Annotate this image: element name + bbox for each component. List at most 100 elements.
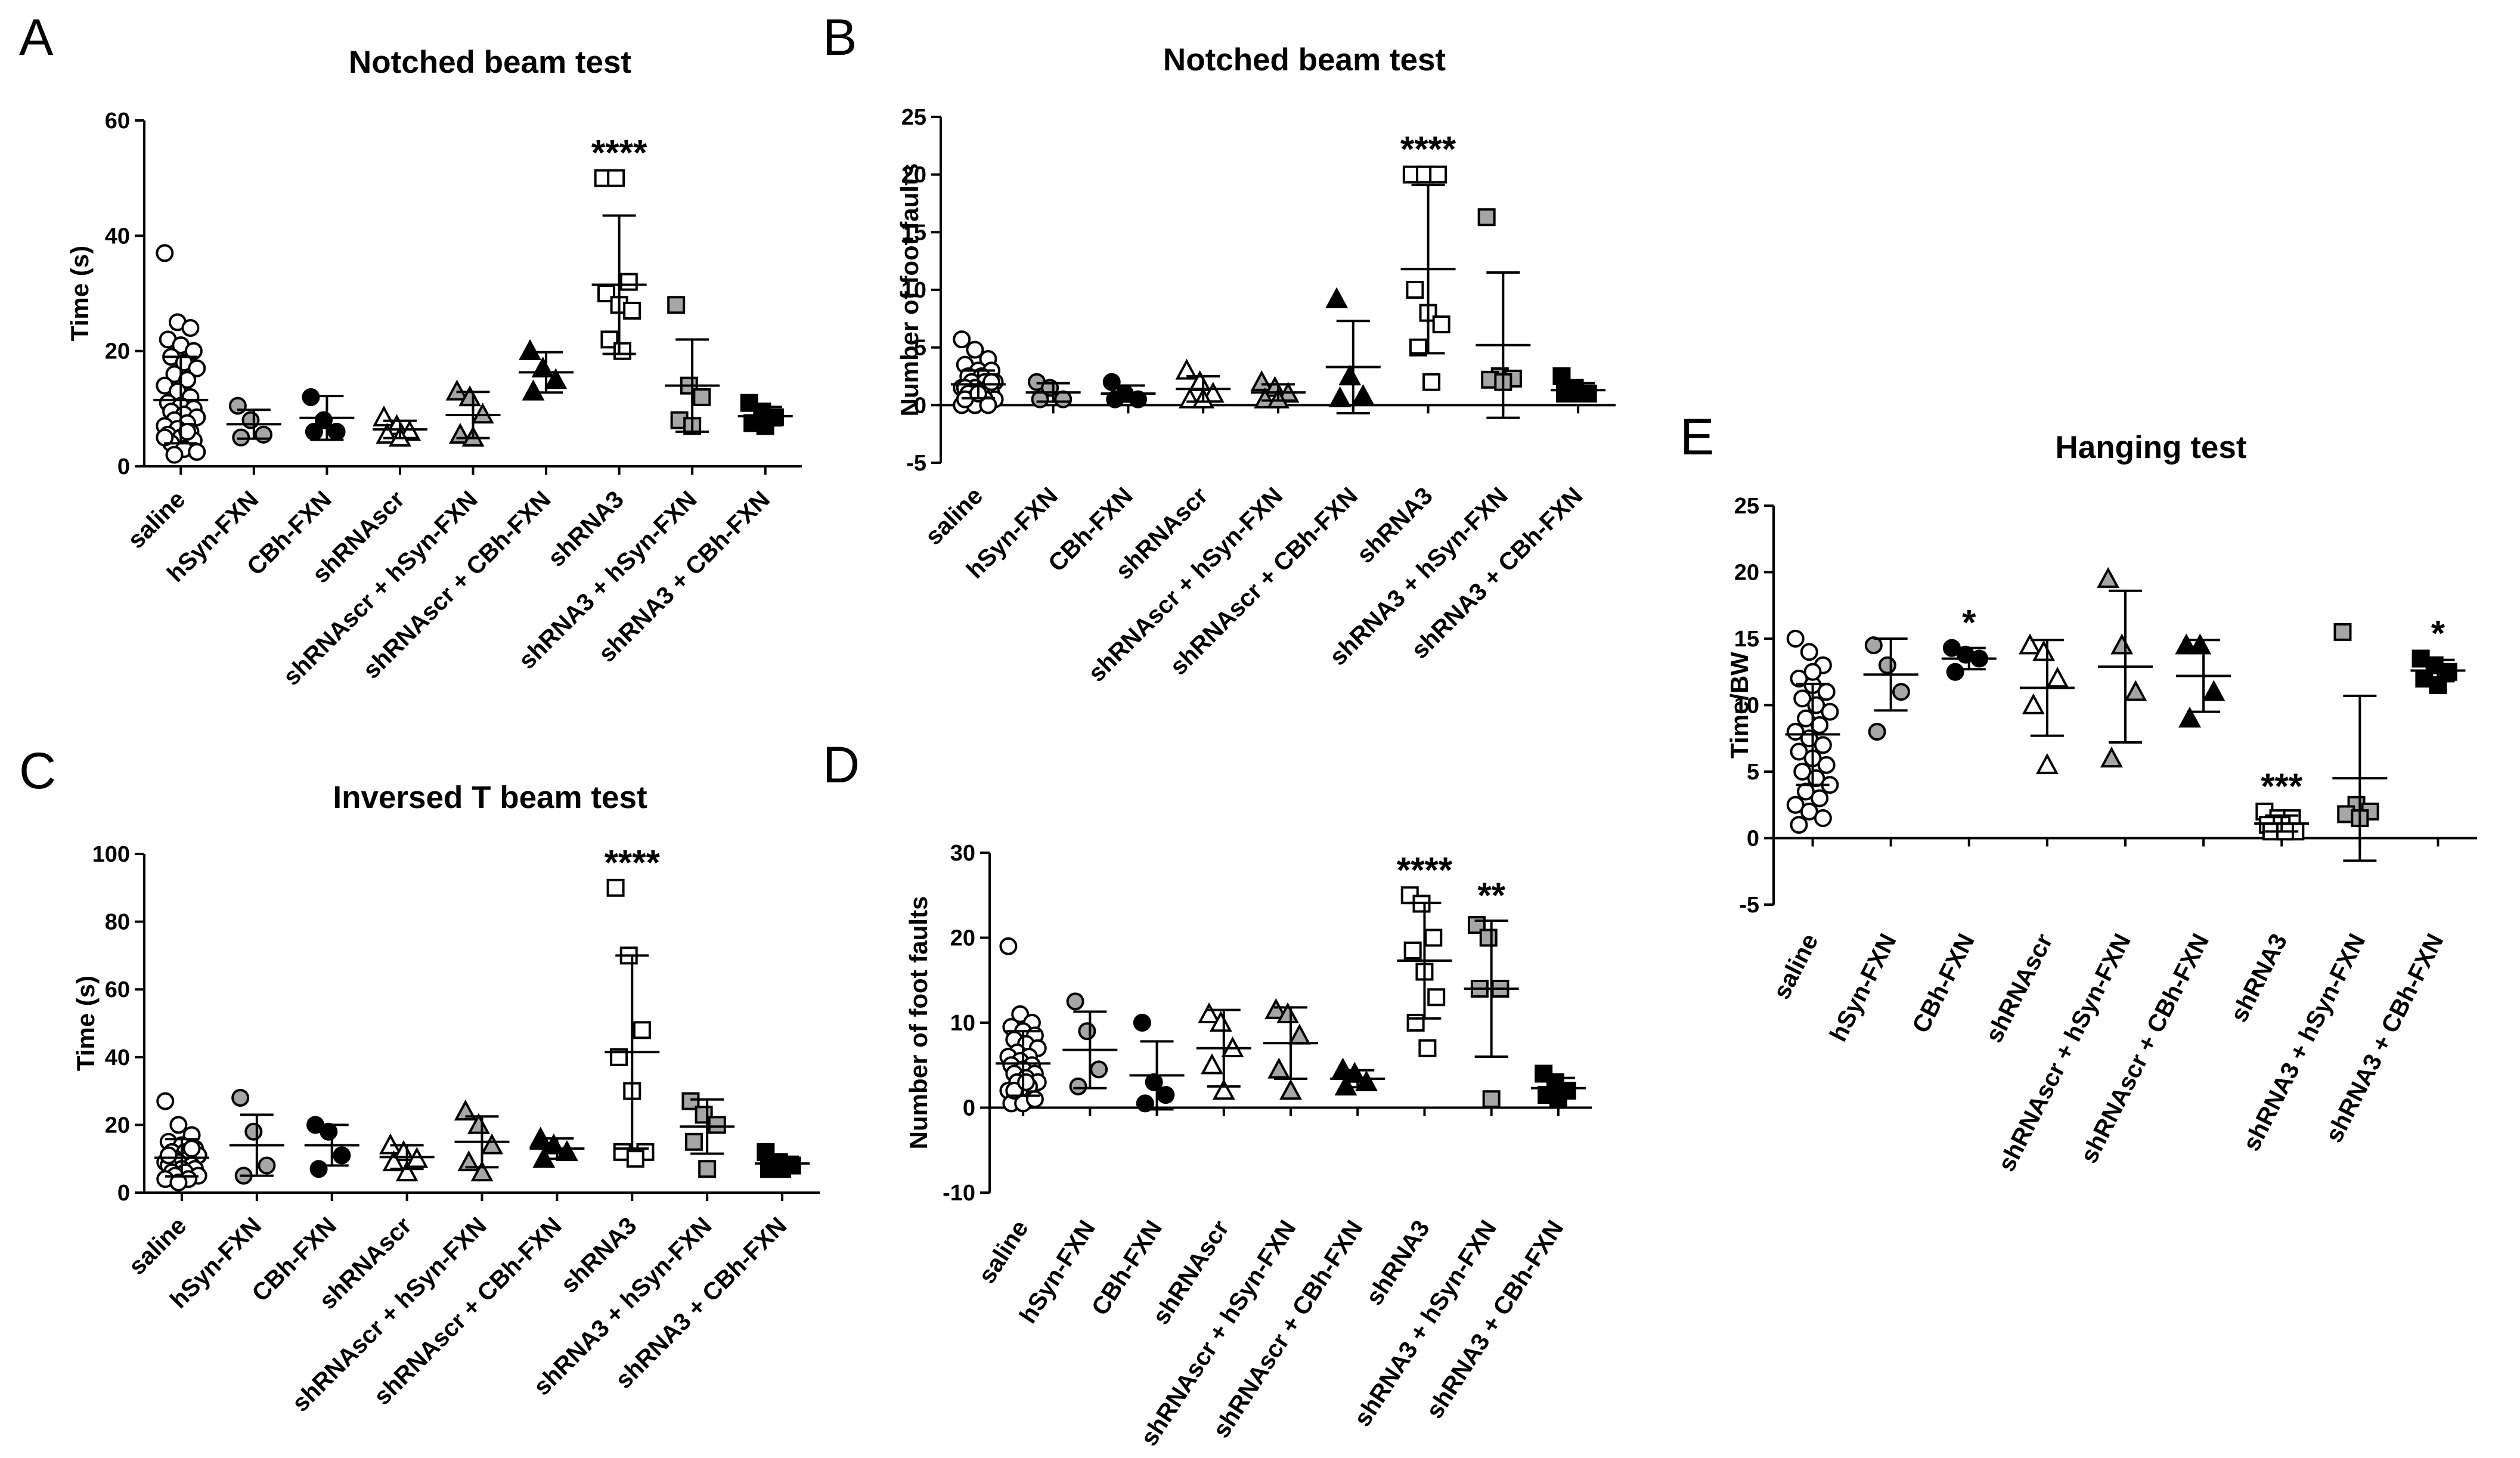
data-point bbox=[1031, 390, 1049, 408]
data-point bbox=[1868, 723, 1886, 741]
significance-label: * bbox=[2431, 613, 2445, 653]
data-point bbox=[1069, 1077, 1087, 1095]
group-cbh-fxn bbox=[1129, 1014, 1185, 1113]
data-point bbox=[1482, 1090, 1501, 1109]
group-hsyn-fxn bbox=[1025, 373, 1081, 408]
data-point bbox=[156, 1092, 175, 1110]
data-point bbox=[1811, 789, 1829, 807]
data-point bbox=[1406, 281, 1424, 299]
panel-letter: A bbox=[19, 9, 54, 66]
data-point bbox=[1331, 1057, 1354, 1079]
data-point bbox=[1198, 1002, 1221, 1024]
category-label: saline bbox=[123, 1212, 192, 1280]
data-point bbox=[1786, 795, 1805, 814]
data-point bbox=[178, 371, 197, 389]
y-tick-label: 100 bbox=[92, 842, 130, 867]
group-shrna3: **** bbox=[1397, 850, 1453, 1057]
data-point bbox=[1479, 928, 1498, 947]
data-point bbox=[1267, 1057, 1291, 1079]
y-axis-label: Time (s) bbox=[72, 976, 100, 1071]
data-point bbox=[1343, 1061, 1366, 1083]
y-tick-label: 10 bbox=[1734, 694, 1759, 719]
data-point bbox=[327, 423, 346, 441]
group-saline bbox=[1785, 630, 1840, 834]
category-label: saline bbox=[122, 485, 191, 554]
group-shrnascr-cbh-fxn bbox=[529, 1126, 585, 1168]
data-point bbox=[1793, 763, 1812, 781]
y-tick-label: -10 bbox=[943, 1181, 975, 1206]
data-point bbox=[1786, 723, 1805, 741]
data-point bbox=[454, 1099, 477, 1120]
data-point bbox=[1864, 636, 1883, 655]
y-tick-label: 15 bbox=[1734, 627, 1759, 652]
data-point bbox=[2100, 746, 2123, 767]
data-point bbox=[1078, 1022, 1096, 1041]
data-point bbox=[457, 1150, 481, 1172]
y-tick-label: 30 bbox=[950, 841, 975, 866]
y-tick-label: 20 bbox=[105, 1113, 130, 1138]
group-shrnascr bbox=[1196, 1002, 1251, 1100]
y-axis-label: Number of foot faults bbox=[895, 163, 923, 417]
data-point bbox=[1017, 1073, 1036, 1091]
data-point bbox=[607, 169, 625, 187]
data-point bbox=[2046, 667, 2069, 688]
data-point bbox=[184, 342, 203, 360]
group-shrna3: **** bbox=[1400, 129, 1456, 391]
y-tick-label: 20 bbox=[1734, 561, 1759, 586]
panel-b: B Notched beam test -5 0 5 10 15 20 25 Number of … bbox=[823, 9, 1616, 687]
data-point bbox=[470, 1160, 494, 1182]
data-point bbox=[165, 445, 184, 464]
data-point bbox=[1212, 1079, 1235, 1100]
data-point bbox=[2035, 753, 2059, 775]
data-point bbox=[445, 379, 469, 401]
data-point bbox=[1288, 1023, 1311, 1045]
panel-e: E Hanging test -5 0 5 10 15 20 25 Time/BW saline hS… bbox=[1680, 408, 2477, 1176]
category-label: shRNA3 bbox=[2225, 929, 2292, 1026]
data-point bbox=[1253, 387, 1276, 408]
group-shrnascr-cbh-fxn bbox=[519, 339, 574, 401]
group-shrnascr-hsyn-fxn bbox=[1250, 370, 1306, 408]
panel-letter: C bbox=[19, 742, 56, 800]
data-point bbox=[228, 397, 247, 415]
chart-title: Notched beam test bbox=[1163, 42, 1446, 78]
data-point bbox=[2022, 693, 2045, 714]
y-axis-label: Time (s) bbox=[66, 246, 94, 341]
group-shrnascr-hsyn-fxn bbox=[1263, 998, 1318, 1100]
data-point bbox=[1817, 756, 1836, 774]
data-point bbox=[1790, 742, 1808, 761]
group-shrna3-hsyn-fxn bbox=[1476, 208, 1531, 419]
panel-letter: D bbox=[823, 736, 860, 794]
chart-title: Inversed T beam test bbox=[333, 780, 647, 815]
data-point bbox=[2175, 633, 2198, 655]
data-point bbox=[1175, 358, 1198, 380]
data-point bbox=[708, 1116, 726, 1134]
data-point bbox=[1477, 208, 1496, 227]
data-point bbox=[623, 302, 641, 320]
data-point bbox=[2189, 633, 2212, 655]
data-point bbox=[231, 1088, 250, 1107]
group-shrna3-cbh-fxn bbox=[1551, 367, 1606, 403]
data-point bbox=[1803, 663, 1822, 681]
y-axis-label: Time/BW bbox=[1725, 652, 1753, 759]
data-point bbox=[1352, 384, 1375, 405]
y-tick-label: 5 bbox=[914, 336, 926, 361]
group-shrna3: **** bbox=[605, 843, 661, 1168]
category-label: saline bbox=[1768, 929, 1824, 1003]
panel-letter: B bbox=[823, 9, 857, 66]
data-point bbox=[1878, 656, 1896, 674]
data-point bbox=[633, 1021, 651, 1039]
data-point bbox=[1157, 1086, 1175, 1104]
data-point bbox=[2333, 623, 2352, 641]
data-point bbox=[1790, 669, 1808, 688]
data-point bbox=[373, 405, 395, 427]
data-point bbox=[1106, 390, 1124, 408]
data-point bbox=[156, 244, 174, 262]
group-shrnascr-hsyn-fxn bbox=[2097, 567, 2153, 767]
data-point bbox=[1066, 992, 1084, 1011]
data-point bbox=[159, 1146, 178, 1165]
group-shrna3: **** bbox=[591, 133, 647, 360]
data-point bbox=[1422, 373, 1441, 391]
data-point bbox=[1403, 941, 1422, 959]
group-shrnascr bbox=[372, 405, 427, 447]
